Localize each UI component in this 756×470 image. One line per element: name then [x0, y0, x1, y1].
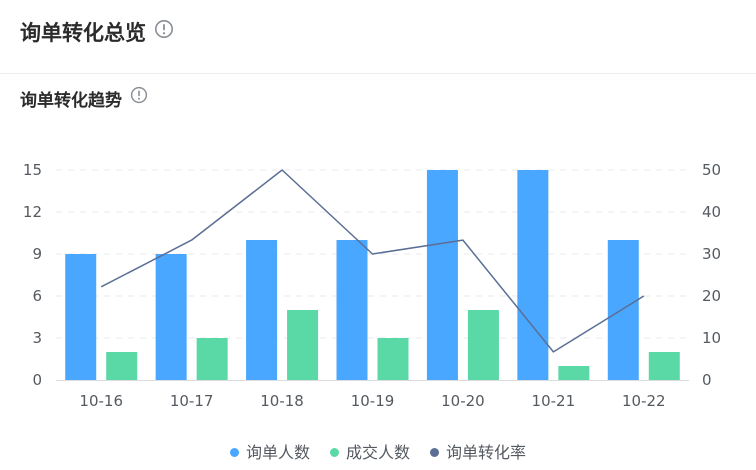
page-title-text: 询单转化总览 — [20, 21, 146, 45]
inquiry-bar[interactable] — [517, 170, 549, 380]
y-right-tick-label: 40 — [702, 203, 721, 221]
x-tick-label: 10-22 — [622, 392, 666, 410]
x-tick-label: 10-19 — [351, 392, 395, 410]
inquiry-bar[interactable] — [607, 240, 639, 380]
legend-dot-icon — [229, 448, 239, 457]
legend-label: 询单转化率 — [446, 443, 527, 462]
x-tick-label: 10-16 — [79, 392, 123, 410]
inquiry-bar[interactable] — [65, 254, 97, 380]
deal-bar[interactable] — [467, 310, 499, 380]
legend-item-rate[interactable]: 询单转化率 — [430, 440, 526, 466]
y-right-tick-label: 30 — [702, 245, 721, 263]
section-title: 询单转化趋势 — [20, 86, 148, 114]
overview-header: 询单转化总览 — [0, 0, 756, 74]
deal-bar[interactable] — [558, 366, 590, 380]
bar-series — [65, 170, 680, 380]
info-icon[interactable] — [130, 86, 148, 112]
y-left-tick-label: 0 — [32, 371, 42, 389]
y-right-tick-label: 50 — [702, 161, 721, 179]
deal-bar[interactable] — [106, 352, 138, 380]
conversion-trend-chart: 0 3 6 9 12 15 0 10 20 30 40 50 10-16 10-17 10-18 10-19 1… — [23, 161, 721, 410]
legend-item-deal[interactable]: 成交人数 — [329, 440, 410, 466]
deal-bar[interactable] — [648, 352, 680, 380]
chart-legend: 询单人数 成交人数 询单转化率 — [0, 440, 756, 466]
inquiry-bar[interactable] — [246, 240, 278, 380]
x-tick-label: 10-18 — [260, 392, 304, 410]
legend-label: 询单人数 — [245, 443, 310, 462]
y-left-tick-label: 15 — [23, 161, 42, 179]
y-left-tick-label: 12 — [23, 203, 42, 221]
inquiry-bar[interactable] — [336, 240, 368, 380]
y-right-tick-label: 20 — [702, 287, 721, 305]
axes: 0 3 6 9 12 15 0 10 20 30 40 50 10-16 10-17 10-18 10-19 1… — [23, 161, 721, 410]
conversion-rate-line[interactable] — [100, 169, 645, 353]
page-title: 询单转化总览 — [20, 18, 174, 49]
deal-bar[interactable] — [196, 338, 228, 380]
y-left-tick-label: 9 — [32, 245, 42, 263]
x-tick-label: 10-20 — [441, 392, 485, 410]
line-series — [100, 169, 645, 353]
legend-label: 成交人数 — [345, 443, 410, 462]
y-left-tick-label: 6 — [32, 287, 42, 305]
section-title-text: 询单转化趋势 — [20, 91, 122, 111]
y-left-tick-label: 3 — [32, 329, 42, 347]
y-right-tick-label: 0 — [702, 371, 712, 389]
x-tick-label: 10-21 — [532, 392, 576, 410]
legend-dot-icon — [329, 448, 339, 457]
x-tick-label: 10-17 — [170, 392, 214, 410]
info-icon[interactable] — [154, 17, 174, 47]
legend-dot-icon — [430, 448, 439, 457]
deal-bar[interactable] — [377, 338, 409, 380]
legend-item-inquiry[interactable]: 询单人数 — [229, 440, 310, 466]
y-right-tick-label: 10 — [702, 329, 721, 347]
inquiry-bar[interactable] — [426, 170, 458, 380]
inquiry-bar[interactable] — [155, 254, 187, 380]
deal-bar[interactable] — [287, 310, 319, 380]
